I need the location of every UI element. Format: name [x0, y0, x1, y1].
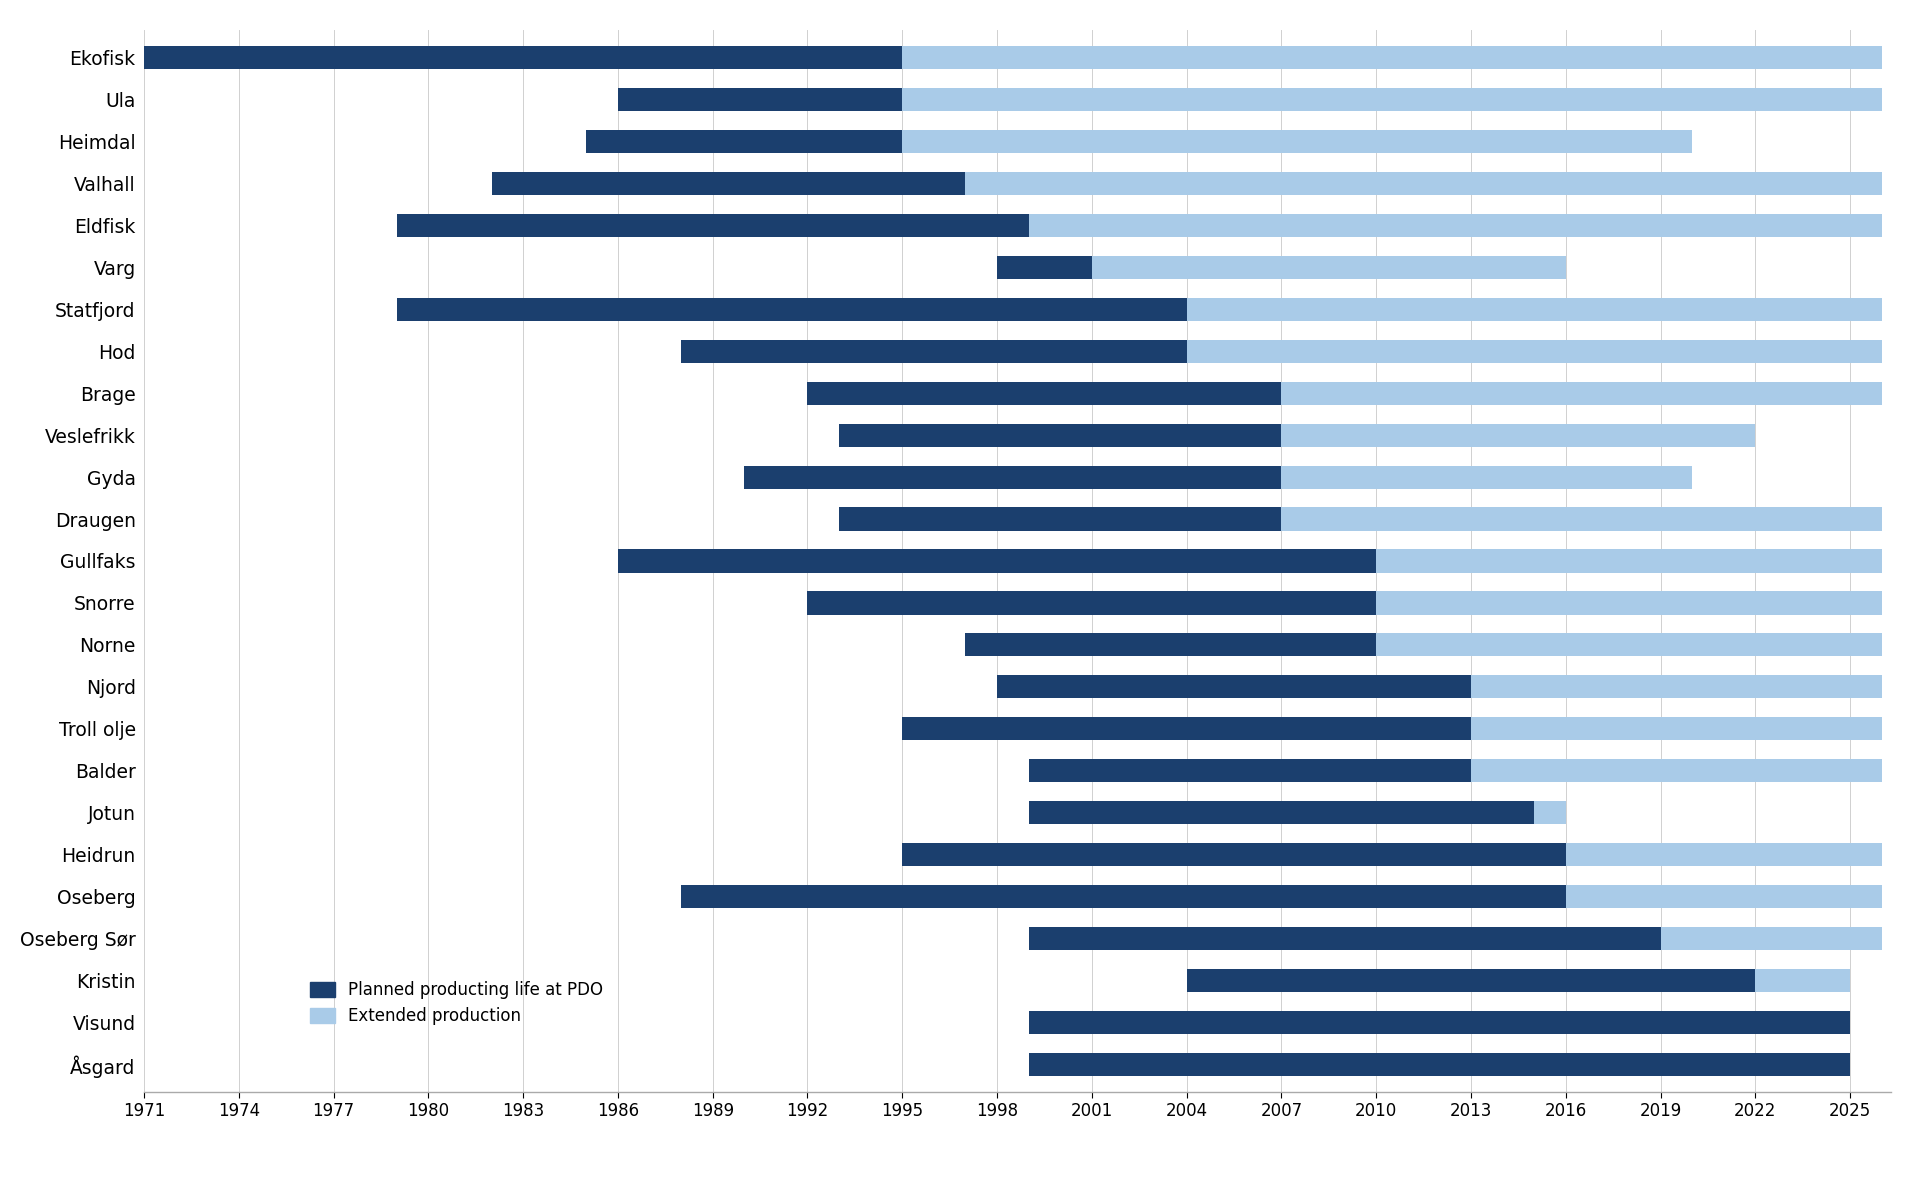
Bar — [1187, 970, 1851, 992]
Bar — [966, 634, 1882, 656]
Bar — [618, 88, 902, 110]
Bar — [1029, 760, 1882, 782]
Bar — [839, 424, 1755, 446]
Bar — [902, 718, 1471, 740]
Bar — [397, 298, 1187, 320]
Bar — [397, 298, 1882, 320]
Bar — [839, 424, 1281, 446]
Bar — [808, 382, 1281, 404]
Bar — [902, 844, 1567, 866]
Bar — [902, 718, 1882, 740]
Bar — [1029, 802, 1567, 824]
Bar — [586, 130, 1692, 152]
Bar — [1029, 1054, 1851, 1076]
Bar — [618, 550, 1377, 572]
Bar — [1029, 760, 1471, 782]
Bar — [144, 46, 1882, 68]
Bar — [902, 844, 1882, 866]
Bar — [996, 676, 1882, 698]
Bar — [745, 466, 1692, 488]
Bar — [966, 634, 1377, 656]
Bar — [1029, 1012, 1851, 1034]
Bar — [996, 256, 1092, 278]
Bar — [996, 676, 1471, 698]
Bar — [1029, 1012, 1851, 1034]
Bar — [839, 508, 1281, 530]
Bar — [682, 886, 1882, 908]
Bar — [1187, 970, 1755, 992]
Bar — [144, 46, 902, 68]
Bar — [618, 88, 1882, 110]
Bar — [492, 172, 966, 194]
Legend: Planned producting life at PDO, Extended production: Planned producting life at PDO, Extended… — [309, 980, 603, 1025]
Bar — [682, 886, 1567, 908]
Bar — [492, 172, 1882, 194]
Bar — [397, 214, 1029, 236]
Bar — [397, 214, 1882, 236]
Bar — [808, 592, 1377, 614]
Bar — [586, 130, 902, 152]
Bar — [745, 466, 1281, 488]
Bar — [808, 592, 1882, 614]
Bar — [1029, 802, 1534, 824]
Bar — [1029, 928, 1661, 950]
Bar — [682, 340, 1187, 362]
Bar — [1029, 928, 1882, 950]
Bar — [618, 550, 1882, 572]
Bar — [839, 508, 1882, 530]
Bar — [682, 340, 1882, 362]
Bar — [1029, 1054, 1851, 1076]
Bar — [996, 256, 1567, 278]
Bar — [808, 382, 1882, 404]
